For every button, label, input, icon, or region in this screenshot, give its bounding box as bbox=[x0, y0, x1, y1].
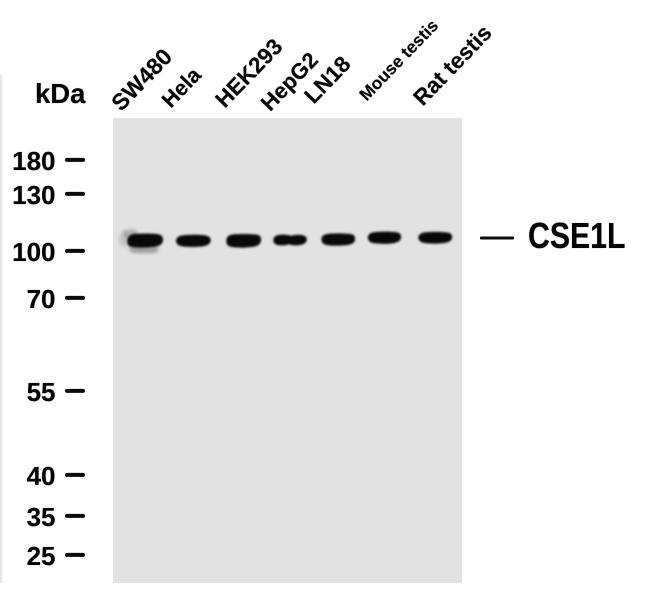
mw-marker-label-100: 100 bbox=[12, 237, 56, 267]
bands-group bbox=[127, 231, 453, 248]
mw-marker-tick-130 bbox=[65, 191, 85, 197]
mw-marker-tick-35 bbox=[65, 513, 85, 519]
target-protein-label: CSE1L bbox=[528, 215, 626, 257]
band-smear-sw480 bbox=[129, 246, 159, 254]
mw-marker-tick-40 bbox=[65, 472, 85, 477]
band-sw480 bbox=[127, 233, 163, 248]
mw-marker-tick-55 bbox=[65, 388, 85, 394]
band-hek293 bbox=[226, 234, 262, 248]
mw-marker-label-55: 55 bbox=[26, 377, 56, 407]
scan-edge-artifact bbox=[0, 75, 4, 583]
mw-marker-label-70: 70 bbox=[26, 283, 56, 314]
band-hepg2 bbox=[273, 234, 307, 246]
band-hela bbox=[176, 234, 211, 247]
mw-marker-label-40: 40 bbox=[26, 460, 56, 491]
mw-marker-tick-100 bbox=[65, 248, 85, 254]
mw-marker-label-25: 25 bbox=[26, 540, 56, 571]
mw-marker-label-180: 180 bbox=[12, 146, 56, 176]
gel-blot-area bbox=[112, 118, 462, 583]
mw-marker-tick-70 bbox=[65, 295, 85, 300]
band-mouse-testis bbox=[367, 231, 402, 244]
mw-marker-label-130: 130 bbox=[12, 180, 56, 210]
mw-marker-tick-25 bbox=[65, 552, 85, 557]
mw-marker-tick-180 bbox=[65, 157, 85, 163]
band-pointer-dash bbox=[479, 236, 514, 239]
band-rat-testis bbox=[418, 231, 453, 244]
kda-unit-label: kDa bbox=[35, 77, 86, 109]
mw-marker-label-35: 35 bbox=[26, 502, 56, 532]
band-ln18 bbox=[321, 233, 356, 246]
